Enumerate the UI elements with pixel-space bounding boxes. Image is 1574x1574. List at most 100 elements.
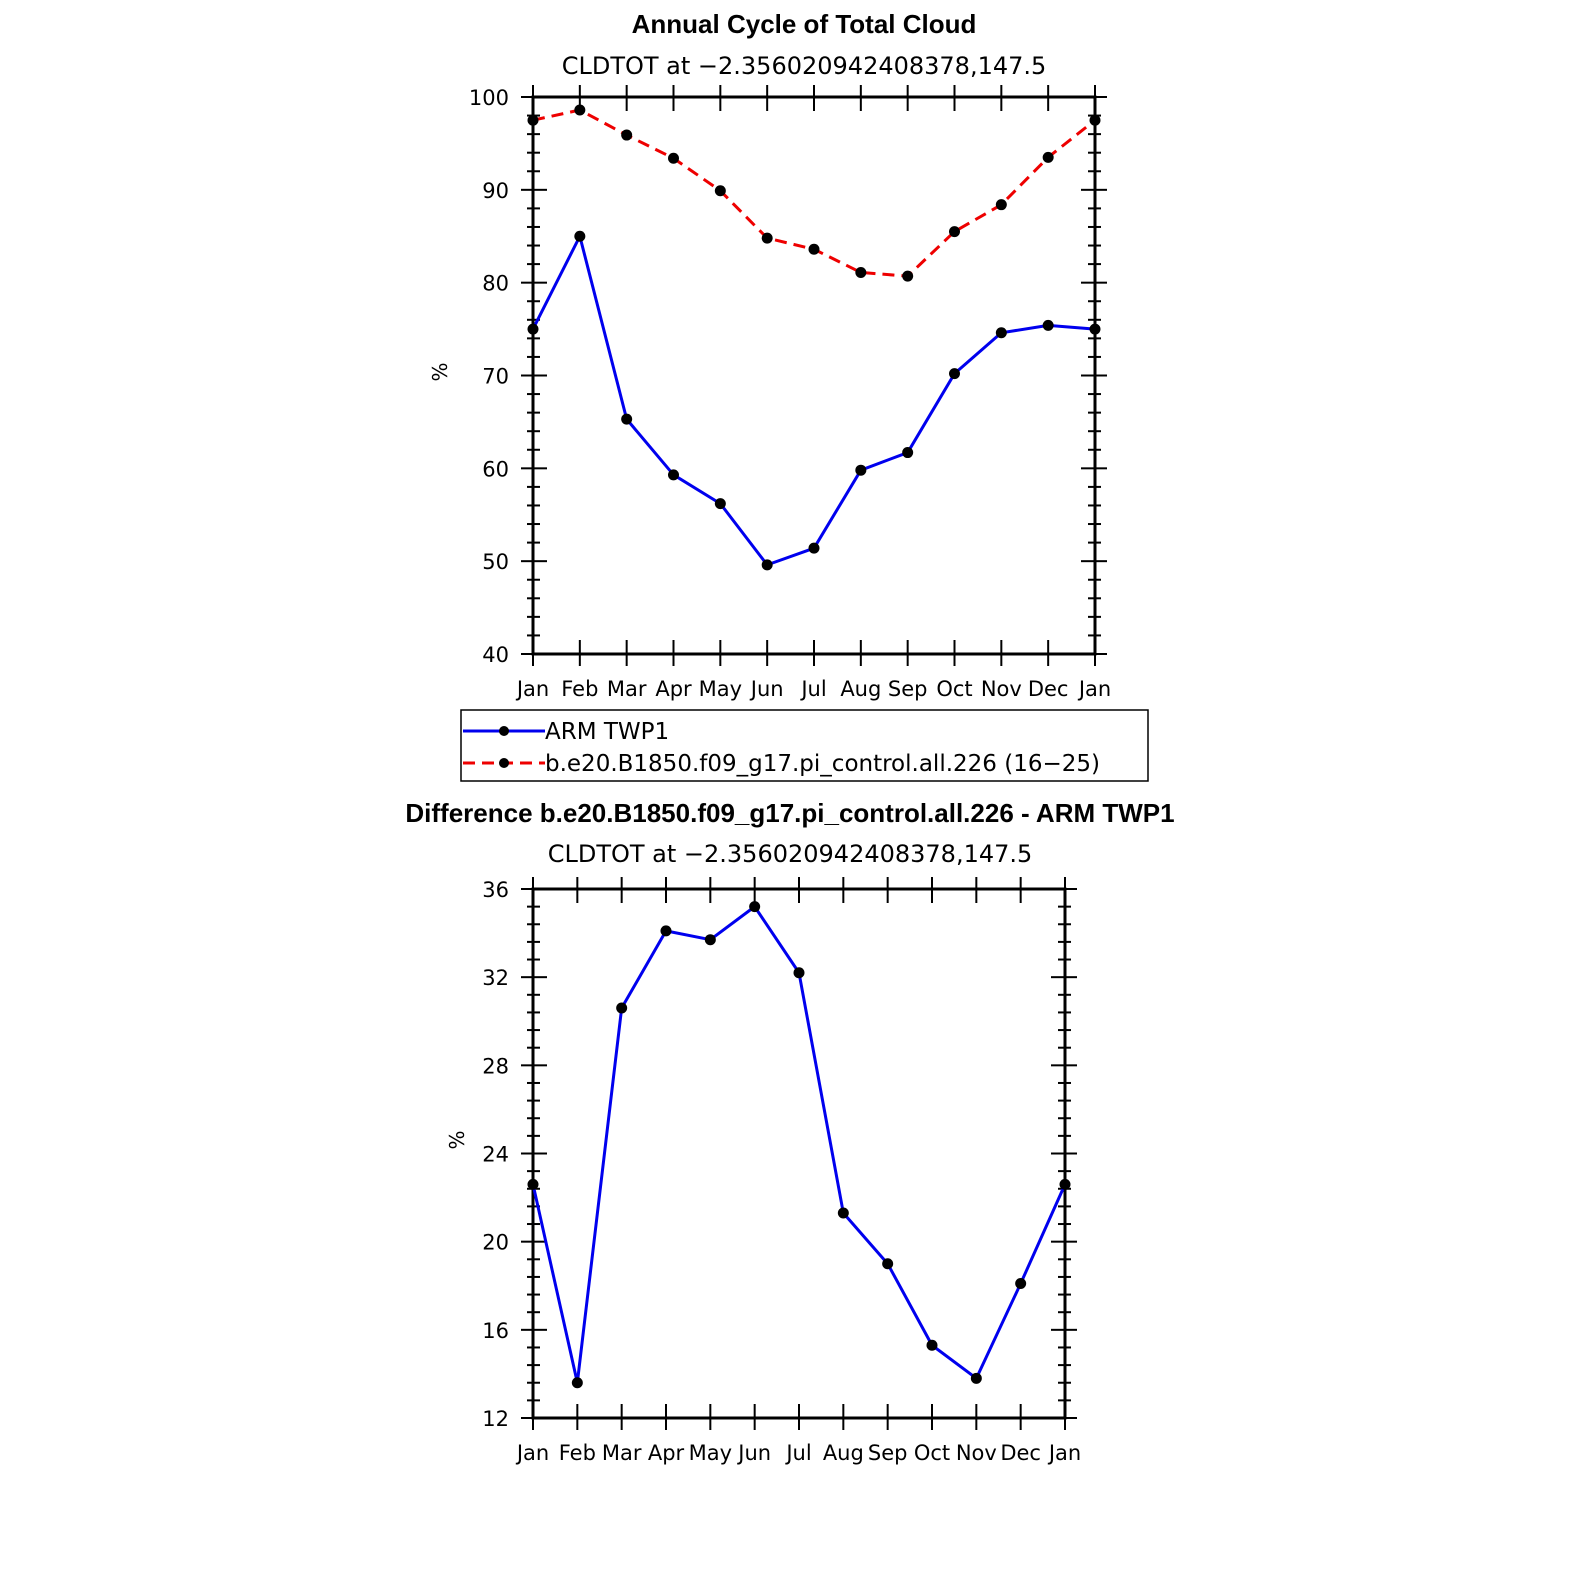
data-point xyxy=(714,185,726,197)
data-point xyxy=(1089,323,1101,335)
x-tick-label: Apr xyxy=(655,677,692,701)
legend-marker-model xyxy=(499,758,509,768)
chart-subtitle: CLDTOT at −2.356020942408378,147.5 xyxy=(562,52,1047,80)
data-point xyxy=(808,243,820,255)
legend-label-arm-twp1: ARM TWP1 xyxy=(545,719,669,745)
data-point xyxy=(574,230,586,242)
data-point xyxy=(793,967,805,979)
x-tick-label: Jun xyxy=(736,1441,771,1465)
data-point xyxy=(761,232,773,244)
data-point xyxy=(704,934,716,946)
y-tick-label: 40 xyxy=(482,643,509,667)
data-point xyxy=(761,559,773,571)
y-tick-label: 50 xyxy=(482,550,509,574)
plot-frame: 12 16 20 24 28 32 36 Jan Feb Mar Apr May Jun Jul Aug Se… xyxy=(482,877,1081,1465)
legend-marker-arm-twp1 xyxy=(499,726,509,736)
x-tick-label: Mar xyxy=(602,1441,642,1465)
data-point xyxy=(621,413,633,425)
data-point xyxy=(714,498,726,510)
legend-label-model: b.e20.B1850.f09_g17.pi_control.all.226 (… xyxy=(545,751,1100,777)
x-tick-label: Jan xyxy=(515,677,549,701)
y-tick-label: 100 xyxy=(469,86,509,110)
y-tick-label: 24 xyxy=(482,1143,509,1167)
data-point xyxy=(926,1339,938,1351)
y-tick-label: 12 xyxy=(482,1407,509,1431)
y-tick-label: 16 xyxy=(482,1319,509,1343)
difference-chart: Difference b.e20.B1850.f09_g17.pi_contro… xyxy=(405,798,1174,1465)
data-point xyxy=(527,323,539,335)
data-point xyxy=(949,226,960,238)
x-tick-label: Aug xyxy=(840,677,881,701)
x-tick-label: Dec xyxy=(1028,677,1069,701)
data-point xyxy=(1059,1178,1071,1190)
x-tick-label: Aug xyxy=(823,1441,864,1465)
data-point xyxy=(808,542,820,554)
x-tick-label: Nov xyxy=(981,677,1022,701)
series-layer xyxy=(527,104,1101,571)
x-tick-label: Jul xyxy=(784,1441,811,1465)
chart-title: Annual Cycle of Total Cloud xyxy=(632,9,977,39)
data-point xyxy=(616,1002,628,1014)
data-point xyxy=(574,104,586,116)
y-tick-label: 60 xyxy=(482,457,509,481)
x-tick-label: Sep xyxy=(868,1441,908,1465)
y-axis-label: % xyxy=(428,362,452,381)
data-point xyxy=(527,1178,539,1190)
data-point xyxy=(855,464,867,476)
x-tick-label: Dec xyxy=(1000,1441,1041,1465)
x-tick-label: May xyxy=(689,1441,732,1465)
x-tick-label: Sep xyxy=(888,677,928,701)
data-point xyxy=(527,114,539,126)
data-point xyxy=(995,327,1007,339)
x-tick-label: Oct xyxy=(914,1441,950,1465)
x-tick-label: Feb xyxy=(561,677,598,701)
data-point xyxy=(970,1372,982,1384)
data-point xyxy=(749,901,761,913)
x-tick-label: Jun xyxy=(749,677,784,701)
data-point xyxy=(995,199,1007,211)
data-point xyxy=(571,1377,583,1389)
x-tick-label: Jul xyxy=(799,677,826,701)
x-tick-label: Oct xyxy=(936,677,972,701)
data-point xyxy=(1042,151,1054,163)
x-tick-label: Jan xyxy=(1077,677,1111,701)
data-point xyxy=(668,152,679,164)
legend: ARM TWP1 b.e20.B1850.f09_g17.pi_control.… xyxy=(460,709,1149,782)
data-point xyxy=(855,266,867,278)
chart-title: Difference b.e20.B1850.f09_g17.pi_contro… xyxy=(405,798,1174,828)
y-tick-label: 80 xyxy=(482,272,509,296)
data-point xyxy=(902,270,914,282)
data-point xyxy=(621,129,633,141)
data-point xyxy=(1089,114,1101,126)
x-tick-label: Feb xyxy=(559,1441,596,1465)
y-tick-label: 36 xyxy=(482,878,509,902)
x-tick-label: May xyxy=(699,677,742,701)
data-point xyxy=(1015,1278,1027,1290)
data-point xyxy=(668,469,679,481)
data-point xyxy=(902,447,914,459)
x-tick-label: Jan xyxy=(1047,1441,1081,1465)
data-point xyxy=(660,925,672,937)
legend-box xyxy=(460,709,1149,782)
y-tick-label: 90 xyxy=(482,179,509,203)
data-point xyxy=(882,1258,894,1270)
plot-border xyxy=(531,95,1097,656)
data-point xyxy=(837,1207,849,1219)
series-line-0 xyxy=(531,234,1096,567)
series-layer xyxy=(527,901,1071,1389)
x-tick-label: Nov xyxy=(956,1441,997,1465)
plot-frame: 40 50 60 70 80 90 100 Jan Feb Mar Apr May Jun Jul Aug S… xyxy=(469,85,1111,701)
annual-cycle-chart: Annual Cycle of Total Cloud CLDTOT at −2… xyxy=(428,9,1111,701)
y-axis-label: % xyxy=(445,1130,469,1149)
x-tick-label: Apr xyxy=(648,1441,685,1465)
data-point xyxy=(1042,319,1054,331)
data-point xyxy=(949,368,960,380)
y-tick-label: 70 xyxy=(482,365,509,389)
y-tick-label: 20 xyxy=(482,1231,509,1255)
chart-subtitle: CLDTOT at −2.356020942408378,147.5 xyxy=(548,840,1033,868)
y-tick-label: 28 xyxy=(482,1054,509,1078)
x-tick-label: Mar xyxy=(607,677,647,701)
y-tick-label: 32 xyxy=(482,966,509,990)
x-tick-label: Jan xyxy=(515,1441,549,1465)
